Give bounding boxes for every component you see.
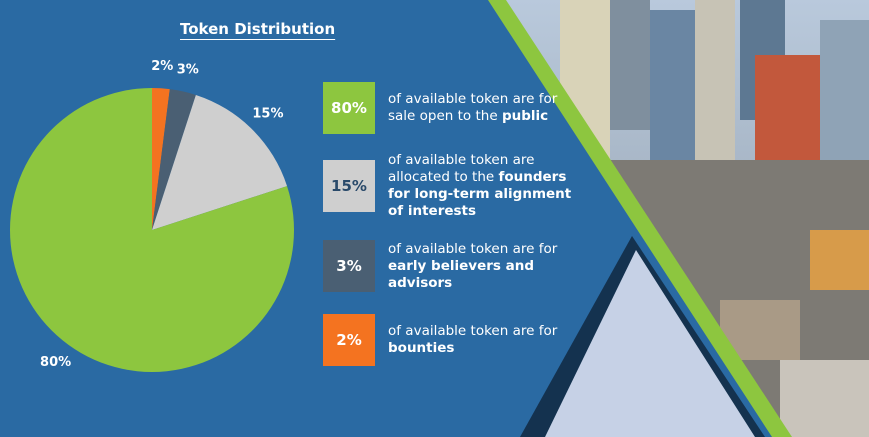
- slice-label: 2%: [151, 59, 173, 74]
- description-text: of available token are for: [388, 240, 558, 257]
- legend-box: 15%: [323, 160, 375, 212]
- legend-description: of available token are for bounties: [388, 323, 578, 357]
- light-triangle: [545, 250, 755, 437]
- legend-box: 80%: [323, 82, 375, 134]
- legend-box: 3%: [323, 240, 375, 292]
- pie-slice: [9, 88, 294, 372]
- slice-label: 15%: [252, 107, 283, 122]
- slice-label: 3%: [177, 62, 199, 77]
- pie-slice: [152, 89, 196, 230]
- green-stripe: [488, 0, 792, 437]
- description-text: founders for long-term alignment of inte…: [388, 169, 572, 219]
- description-text: early believers and advisors: [388, 257, 535, 291]
- description-text: of available token are for sale open to …: [388, 91, 558, 124]
- legend-box: 2%: [323, 314, 375, 366]
- pie: 2% 3% 15% 80%: [9, 59, 294, 372]
- legend-description: of available token are for early believe…: [388, 241, 578, 292]
- description-text: of available token are for: [388, 323, 558, 339]
- pie-slice: [152, 94, 288, 230]
- legend-description: of available token are allocated to the …: [388, 152, 578, 220]
- slice-label: 80%: [40, 355, 71, 370]
- description-text: of available token are allocated to the: [388, 152, 535, 185]
- description-text: bounties: [388, 340, 455, 356]
- chart-title: Token Distribution: [180, 20, 336, 38]
- description-text: public: [501, 108, 549, 124]
- pie-slice: [152, 88, 170, 230]
- legend-description: of available token are for sale open to …: [388, 91, 578, 125]
